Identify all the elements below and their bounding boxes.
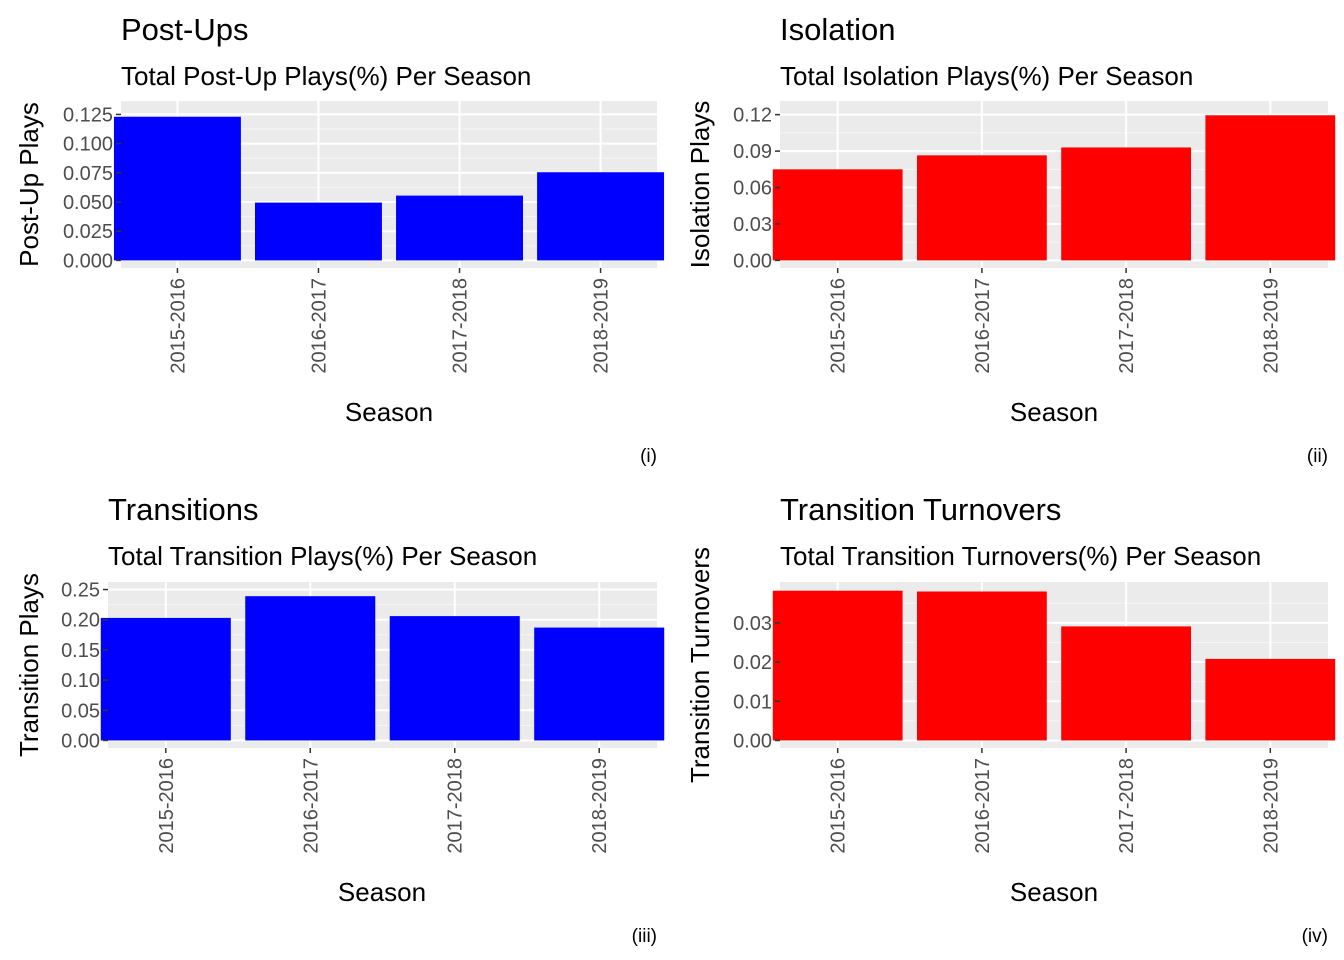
chart-title: Post-Ups: [121, 12, 248, 47]
y-axis-title: Transition Plays: [14, 573, 44, 757]
y-tick-label: 0.050: [63, 192, 113, 214]
x-tick-label: 2018-2019: [591, 278, 613, 374]
y-tick-label: 0.02: [733, 652, 772, 674]
bar-2017-2018: [396, 195, 523, 261]
x-axis-title: Season: [345, 397, 433, 427]
bar-2018-2019: [537, 172, 665, 261]
bar-2018-2019: [1205, 115, 1336, 261]
bar-2016-2017: [917, 155, 1047, 261]
y-tick-label: 0.000: [63, 250, 113, 272]
bar-2015-2016: [772, 590, 903, 741]
x-tick-label: 2015-2016: [156, 758, 178, 854]
chart-panel-4: 0.00 0.01 0.02 0.03 2015-2016 2016-2017 2017-2…: [685, 492, 1336, 947]
y-tick-label: 0.05: [61, 700, 100, 722]
x-tick-label: 2018-2019: [1260, 278, 1282, 374]
chart-title: Isolation: [780, 12, 895, 47]
x-tick-label: 2018-2019: [589, 758, 611, 854]
panel-caption: (iv): [1302, 926, 1328, 947]
y-axis-title: Isolation Plays: [685, 101, 715, 269]
panel-caption: (i): [640, 446, 657, 467]
x-tick-label: 2015-2016: [828, 278, 850, 374]
x-tick-label: 2015-2016: [167, 278, 189, 374]
bar-2017-2018: [1061, 147, 1191, 261]
y-tick-label: 0.125: [63, 104, 113, 126]
x-tick-label: 2017-2018: [1116, 278, 1138, 374]
y-axis-title: Post-Up Plays: [14, 102, 44, 267]
chart-panel-1: 0.000 0.025 0.050 0.075 0.100 0.125 2015-2016 2…: [14, 12, 665, 467]
x-tick-label: 2016-2017: [972, 758, 994, 854]
chart-panel-2: 0.00 0.03 0.06 0.09 0.12 2015-2016 2016-2017 20…: [685, 12, 1336, 467]
y-tick-label: 0.00: [733, 730, 772, 752]
chart-title: Transition Turnovers: [780, 492, 1061, 527]
bar-2015-2016: [100, 617, 231, 741]
y-axis-title: Transition Turnovers: [685, 547, 715, 783]
y-tick-label: 0.15: [61, 640, 100, 662]
y-tick-label: 0.09: [733, 141, 772, 163]
x-tick-label: 2017-2018: [445, 758, 467, 854]
bar-2017-2018: [1061, 626, 1191, 741]
x-tick-label: 2016-2017: [972, 278, 994, 374]
x-tick-label: 2015-2016: [828, 758, 850, 854]
y-tick-label: 0.03: [733, 613, 772, 635]
panel-caption: (ii): [1307, 446, 1328, 467]
x-tick-label: 2017-2018: [450, 278, 472, 374]
y-tick-label: 0.075: [63, 163, 113, 185]
bar-2018-2019: [534, 627, 665, 741]
bar-2017-2018: [389, 616, 520, 741]
chart-subtitle: Total Transition Plays(%) Per Season: [108, 541, 537, 571]
y-tick-label: 0.100: [63, 134, 113, 156]
chart-subtitle: Total Transition Turnovers(%) Per Season: [780, 541, 1261, 571]
x-tick-label: 2018-2019: [1260, 758, 1282, 854]
chart-title: Transitions: [108, 492, 258, 527]
y-tick-label: 0.06: [733, 178, 772, 200]
panel-caption: (iii): [632, 926, 657, 947]
bar-2015-2016: [772, 169, 903, 261]
bar-2016-2017: [917, 591, 1047, 741]
y-tick-label: 0.01: [733, 691, 772, 713]
y-tick-label: 0.025: [63, 221, 113, 243]
x-tick-label: 2017-2018: [1116, 758, 1138, 854]
bar-2016-2017: [255, 202, 382, 261]
chart-subtitle: Total Post-Up Plays(%) Per Season: [121, 61, 531, 91]
bar-2015-2016: [113, 116, 241, 261]
x-tick-label: 2016-2017: [300, 758, 322, 854]
y-tick-label: 0.00: [61, 730, 100, 752]
y-tick-label: 0.03: [733, 214, 772, 236]
y-tick-label: 0.10: [61, 670, 100, 692]
chart-panel-3: 0.00 0.05 0.10 0.15 0.20 0.25 2015-2016 2016-20…: [14, 492, 665, 947]
x-axis-title: Season: [1010, 877, 1098, 907]
x-axis-title: Season: [1010, 397, 1098, 427]
y-tick-label: 0.12: [733, 105, 772, 127]
bar-2016-2017: [245, 596, 376, 741]
chart-subtitle: Total Isolation Plays(%) Per Season: [780, 61, 1193, 91]
y-tick-label: 0.25: [61, 580, 100, 602]
x-tick-label: 2016-2017: [308, 278, 330, 374]
x-axis-title: Season: [338, 877, 426, 907]
bar-2018-2019: [1205, 658, 1336, 741]
y-tick-label: 0.20: [61, 610, 100, 632]
y-tick-label: 0.00: [733, 250, 772, 272]
